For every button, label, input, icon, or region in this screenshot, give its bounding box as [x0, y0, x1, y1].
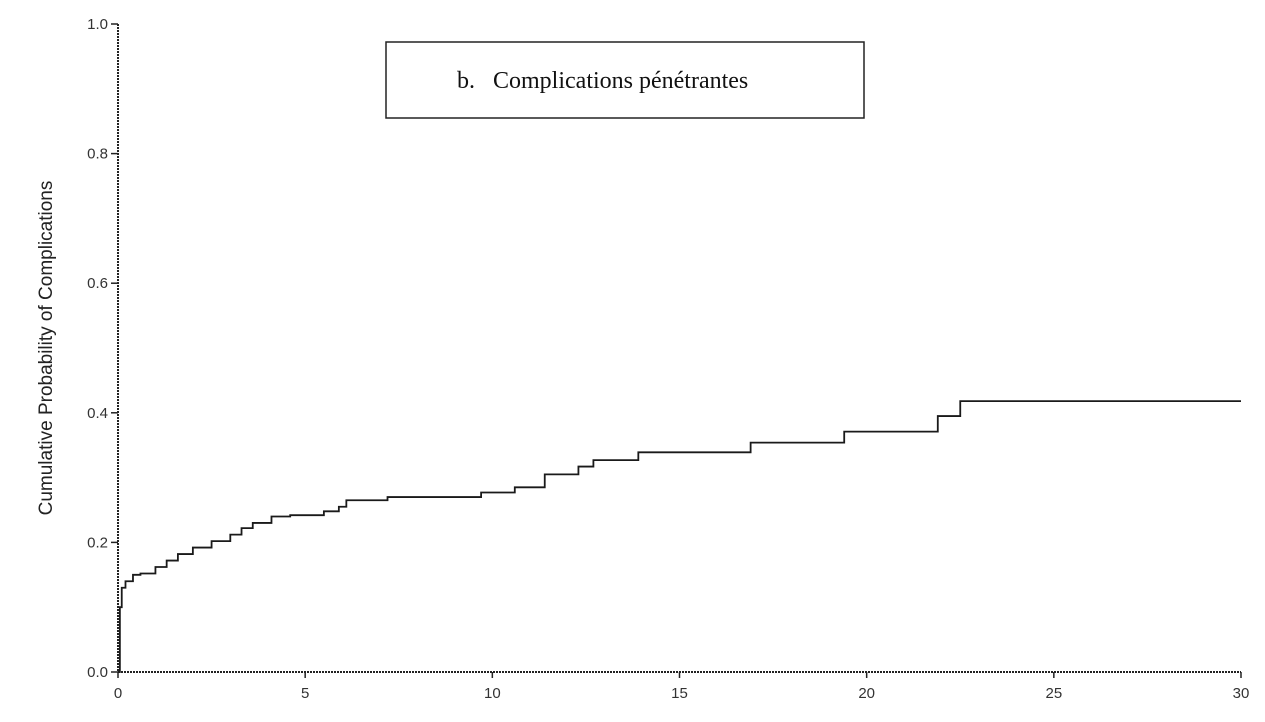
chart-title: b. Complications pénétrantes	[457, 68, 748, 94]
y-tick-label: 0.2	[87, 534, 108, 551]
x-tick-label: 25	[1045, 685, 1062, 702]
y-tick-label: 0.8	[87, 146, 108, 163]
y-tick-label: 1.0	[87, 16, 108, 33]
x-tick-label: 15	[671, 685, 688, 702]
chart-title-box: b. Complications pénétrantes	[385, 41, 865, 119]
plot-area	[118, 400, 1241, 673]
x-tick-label: 20	[858, 685, 875, 702]
x-tick-label: 30	[1233, 685, 1250, 702]
x-tick-label: 5	[301, 685, 309, 702]
y-tick-label: 0.0	[87, 664, 108, 681]
axes	[117, 24, 1241, 673]
chart-title-frame	[385, 41, 865, 119]
y-tick-label: 0.4	[87, 405, 108, 422]
y-ticks: 0.0 0.2 0.4 0.6 0.8 1.0	[87, 16, 118, 681]
y-axis-title: Cumulative Probability of Complications	[36, 181, 57, 516]
y-tick-label: 0.6	[87, 275, 108, 292]
x-tick-label: 10	[484, 685, 501, 702]
x-ticks: 0 5 10 15 20 25 30	[114, 672, 1250, 702]
x-tick-label: 0	[114, 685, 122, 702]
cumulative-probability-step-line	[118, 400, 1241, 673]
